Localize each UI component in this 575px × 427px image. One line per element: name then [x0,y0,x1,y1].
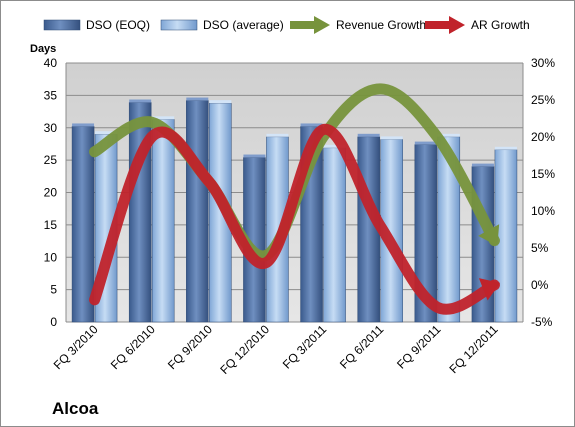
legend-label: DSO (average) [203,18,284,32]
bar-top-dso-average-1 [152,116,175,120]
legend-swatch [160,19,198,31]
bar-top-dso-eoq-1 [129,99,152,103]
y-tick-label: 20 [44,186,58,200]
legend-label: AR Growth [471,18,530,32]
legend-item-ar-growth: AR Growth [425,16,530,34]
y-tick-label: 30 [44,121,58,135]
legend-item-dso-eoq: DSO (EOQ) [43,18,150,32]
bar-top-dso-average-6 [437,133,460,137]
bar-dso-average-7 [494,149,518,323]
legend-swatch-arrow [449,16,465,34]
bar-dso-eoq-2 [186,100,209,323]
bar-top-dso-eoq-5 [357,133,380,137]
bar-top-dso-average-7 [494,146,517,150]
y-tick-label: 15 [44,218,58,232]
bar-dso-average-4 [323,147,346,323]
legend-item-dso-average: DSO (average) [160,18,284,32]
y2-tick-label: 15% [531,167,555,181]
bar-top-dso-eoq-3 [243,154,266,158]
y-tick-label: 35 [44,88,58,102]
y-tick-label: 0 [50,315,57,329]
bar-top-dso-average-0 [95,131,118,135]
bar-dso-average-1 [151,119,175,323]
arrowhead-revenue-growth [478,224,500,246]
y2-tick-label: 0% [531,278,549,292]
y-axis-title: Days [30,43,56,55]
y2-tick-label: 10% [531,204,555,218]
legend-swatch [43,19,81,31]
bar-top-dso-eoq-7 [471,163,494,167]
bar-top-dso-average-5 [380,136,403,140]
y2-tick-label: 20% [531,130,555,144]
bar-top-dso-average-4 [323,144,346,148]
y2-tick-label: 30% [531,56,555,70]
bar-top-dso-average-3 [266,133,289,137]
bar-top-dso-average-2 [209,100,232,104]
y2-tick-label: 5% [531,241,549,255]
bar-dso-eoq-0 [71,126,95,323]
y-tick-label: 40 [44,56,58,70]
line-ar-growth [89,124,500,315]
legend-label: Revenue Growth [336,18,426,32]
bar-top-dso-eoq-6 [414,141,437,145]
y2-tick-label: 25% [531,93,555,107]
y-tick-label: 25 [44,153,58,167]
y-tick-label: 5 [50,283,57,297]
legend-item-revenue-growth: Revenue Growth [290,16,426,34]
y2-tick-label: -5% [531,315,553,329]
bar-top-dso-eoq-4 [300,123,323,127]
legend-swatch-arrow [314,16,330,34]
y-tick-label: 10 [44,250,58,264]
company-label: Alcoa [52,399,99,418]
bar-top-dso-eoq-0 [72,123,95,127]
bar-top-dso-eoq-2 [186,97,209,101]
legend-label: DSO (EOQ) [86,18,150,32]
arrowhead-ar-growth [478,278,501,301]
